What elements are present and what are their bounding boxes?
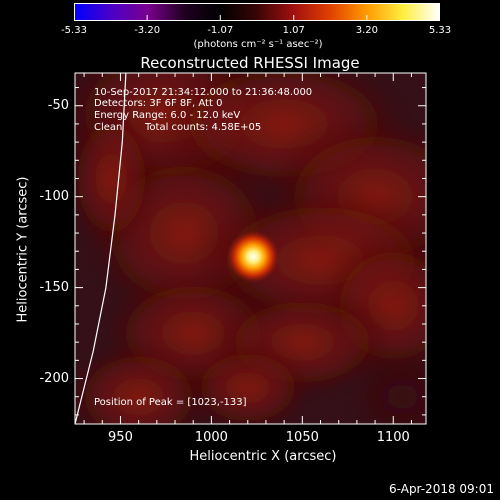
x-tick-label: 1050 bbox=[285, 430, 319, 445]
chart-title: Reconstructed RHESSI Image bbox=[140, 54, 360, 72]
heatmap-image bbox=[75, 73, 426, 424]
annotation-energy: Energy Range: 6.0 - 12.0 keV bbox=[94, 110, 241, 121]
x-tick-label: 1100 bbox=[376, 430, 410, 445]
y-axis-label: Heliocentric Y (arcsec) bbox=[15, 176, 31, 323]
annotation-time-range: 10-Sep-2017 21:34:12.000 to 21:36:48.000 bbox=[94, 87, 313, 98]
solar-limb-curve bbox=[75, 73, 127, 424]
y-tick-label: -50 bbox=[47, 97, 69, 113]
colorbar-tick-label: -1.07 bbox=[207, 25, 234, 36]
colorbar-tick-label: 1.07 bbox=[282, 25, 305, 36]
x-tick-label: 950 bbox=[108, 430, 133, 445]
colorbar-unit: (photons cm⁻² s⁻¹ asec⁻²) bbox=[193, 39, 323, 50]
annotation-total-counts: Total counts: 4.58E+05 bbox=[145, 122, 262, 133]
colorbar-tick-label: 5.33 bbox=[428, 25, 452, 36]
heatmap-region bbox=[347, 351, 426, 424]
colorbar-tick-label: -5.33 bbox=[61, 25, 87, 36]
y-tick-label: -200 bbox=[39, 370, 69, 386]
annotation-peak-position: Position of Peak = [1023,-133] bbox=[94, 397, 247, 408]
colorbar-tick-label: 3.20 bbox=[355, 25, 378, 36]
y-tick-label: -100 bbox=[39, 188, 69, 204]
heatmap-region bbox=[75, 105, 157, 252]
x-axis-label: Heliocentric X (arcsec) bbox=[189, 449, 337, 464]
heatmap-region bbox=[75, 342, 212, 424]
y-tick-label: -150 bbox=[39, 279, 69, 295]
plot-frame bbox=[74, 72, 427, 425]
x-tick-label: 1000 bbox=[194, 430, 228, 445]
annotation-detectors: Detectors: 3F 6F 8F, Att 0 bbox=[94, 98, 223, 109]
annotation-algorithm: Clean bbox=[94, 122, 123, 133]
colorbar-tick-label: -3.20 bbox=[134, 25, 161, 36]
footer-date: 6-Apr-2018 09:01 bbox=[389, 482, 494, 496]
peak-source bbox=[227, 230, 280, 283]
colorbar-gradient bbox=[73, 3, 441, 21]
colorbar bbox=[73, 3, 441, 21]
heatmap-region bbox=[184, 342, 312, 424]
